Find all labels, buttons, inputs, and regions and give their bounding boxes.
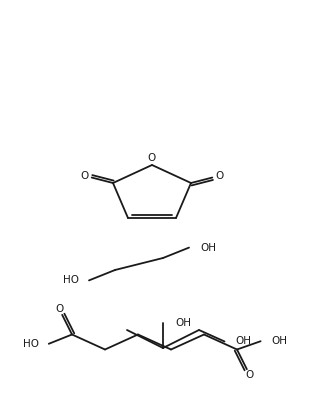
Text: OH: OH (200, 243, 216, 252)
Text: O: O (215, 171, 223, 181)
Text: O: O (81, 171, 89, 181)
Text: OH: OH (272, 336, 288, 346)
Text: O: O (55, 305, 64, 314)
Text: OH: OH (175, 318, 191, 328)
Text: OH: OH (235, 337, 252, 346)
Text: O: O (245, 370, 254, 380)
Text: O: O (148, 153, 156, 163)
Text: HO: HO (63, 275, 79, 286)
Text: HO: HO (23, 339, 39, 349)
